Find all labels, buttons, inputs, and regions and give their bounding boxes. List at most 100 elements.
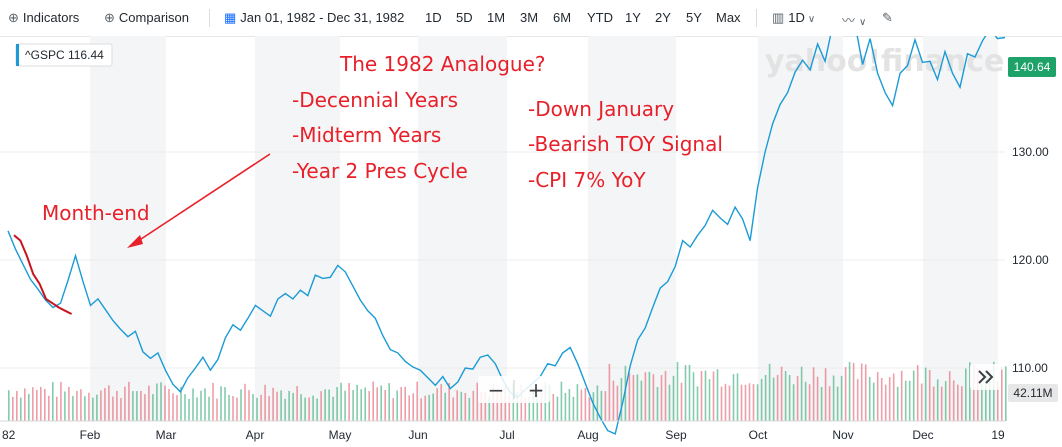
volume-bar (664, 370, 667, 421)
volume-bar (216, 398, 218, 421)
chevron-down-icon: ∨ (807, 14, 816, 25)
volume-bar (636, 374, 639, 421)
volume-bar (808, 384, 811, 421)
price-chart[interactable]: yahoo!finance ^GSPC 116.44 The 1982 Anal… (0, 36, 1062, 447)
volume-bar (908, 380, 911, 421)
volume-bar (752, 384, 755, 421)
volume-bar (556, 396, 559, 421)
draw-button[interactable]: ✎ (882, 10, 897, 26)
range-max[interactable]: Max (716, 10, 741, 25)
x-tick-label: Nov (832, 428, 853, 442)
volume-bar (820, 387, 823, 421)
volume-bar (224, 387, 226, 421)
volume-bar (148, 385, 150, 421)
annotation-right-3: -CPI 7% YoY (528, 168, 646, 192)
volume-bar (756, 384, 759, 421)
volume-bar (884, 384, 887, 421)
range-5y[interactable]: 5Y (686, 10, 702, 25)
volume-bar (576, 384, 579, 421)
volume-bar (912, 370, 915, 421)
range-2y[interactable]: 2Y (655, 10, 671, 25)
volume-bar (928, 370, 931, 421)
volume-bar (420, 398, 422, 421)
volume-bar (388, 383, 390, 421)
date-range-label: Jan 01, 1982 - Dec 31, 1982 (240, 10, 405, 25)
volume-bar (416, 381, 418, 421)
volume-bar (152, 394, 154, 421)
volume-bar (892, 373, 895, 421)
volume-bar (920, 383, 923, 421)
interval-select[interactable]: ▥ 1D ∨ (772, 10, 819, 26)
volume-bar (400, 387, 402, 421)
volume-bar (500, 392, 503, 421)
volume-bar (240, 389, 242, 421)
volume-bar (408, 395, 410, 421)
legend-box[interactable]: ^GSPC 116.44 (15, 43, 113, 67)
volume-bar (308, 397, 310, 421)
volume-bar (324, 389, 326, 421)
volume-bar (392, 398, 394, 421)
volume-bar (560, 381, 563, 421)
date-range-button[interactable]: ▦ Jan 01, 1982 - Dec 31, 1982 (224, 10, 404, 26)
volume-bars (8, 361, 1007, 421)
x-tick-label: 82 (2, 428, 16, 442)
zoom-in-button[interactable]: + (516, 377, 548, 402)
month-band (255, 36, 340, 421)
y-tick-label: 110.00 (1012, 361, 1048, 375)
volume-bar (612, 380, 615, 421)
comparison-button[interactable]: ⊕ Comparison (104, 10, 189, 26)
zoom-out-button[interactable]: − (480, 377, 512, 402)
volume-bar (768, 363, 771, 421)
volume-bar (792, 384, 795, 421)
x-tick-label: Jul (499, 428, 514, 442)
volume-bar (12, 396, 14, 421)
range-5d[interactable]: 5D (456, 10, 473, 25)
x-tick-label: Oct (749, 428, 768, 442)
volume-bar (396, 390, 398, 421)
range-1m[interactable]: 1M (487, 10, 506, 25)
volume-bar (608, 363, 611, 421)
volume-bar (264, 384, 266, 421)
range-1y[interactable]: 1Y (625, 10, 641, 25)
volume-bar (592, 392, 595, 421)
volume-bar (516, 392, 519, 421)
range-6m[interactable]: 6M (553, 10, 572, 25)
volume-bar (288, 390, 290, 421)
volume-bar (112, 396, 114, 421)
volume-bar (997, 381, 999, 421)
volume-bar (952, 380, 955, 421)
plus-circle-icon: ⊕ (104, 10, 115, 25)
indicators-button[interactable]: ⊕ Indicators (8, 10, 79, 26)
annotation-month-end: Month-end (42, 201, 150, 225)
volume-bar (64, 391, 66, 421)
volume-bar (456, 390, 458, 421)
plus-circle-icon: ⊕ (8, 10, 19, 25)
scroll-right-button[interactable] (970, 364, 1000, 390)
annotation-title: The 1982 Analogue? (339, 52, 546, 76)
volume-bar (640, 380, 643, 421)
volume-bar (60, 381, 62, 421)
volume-bar (36, 390, 38, 421)
volume-bar (480, 391, 483, 421)
volume-bar (804, 381, 807, 421)
volume-bar (172, 393, 174, 421)
range-3m[interactable]: 3M (520, 10, 539, 25)
volume-bar (528, 396, 531, 421)
chart-type-select[interactable]: 〰 ∨ (842, 10, 870, 29)
annotation-right-2: -Bearish TOY Signal (528, 132, 723, 156)
volume-bar (824, 368, 827, 421)
volume-bar (328, 389, 330, 421)
volume-bar (1001, 369, 1003, 421)
volume-bar (384, 390, 386, 421)
comparison-label: Comparison (118, 10, 189, 25)
volume-bar (352, 390, 354, 421)
volume-bar (680, 382, 683, 421)
volume-bar (284, 398, 286, 421)
annotation-arrow (127, 153, 271, 248)
line-chart-icon: 〰 (842, 13, 856, 28)
volume-bar (32, 387, 34, 421)
range-ytd[interactable]: YTD (587, 10, 613, 25)
volume-bar (496, 389, 499, 421)
range-1d[interactable]: 1D (425, 10, 442, 25)
volume-bar (816, 376, 819, 421)
